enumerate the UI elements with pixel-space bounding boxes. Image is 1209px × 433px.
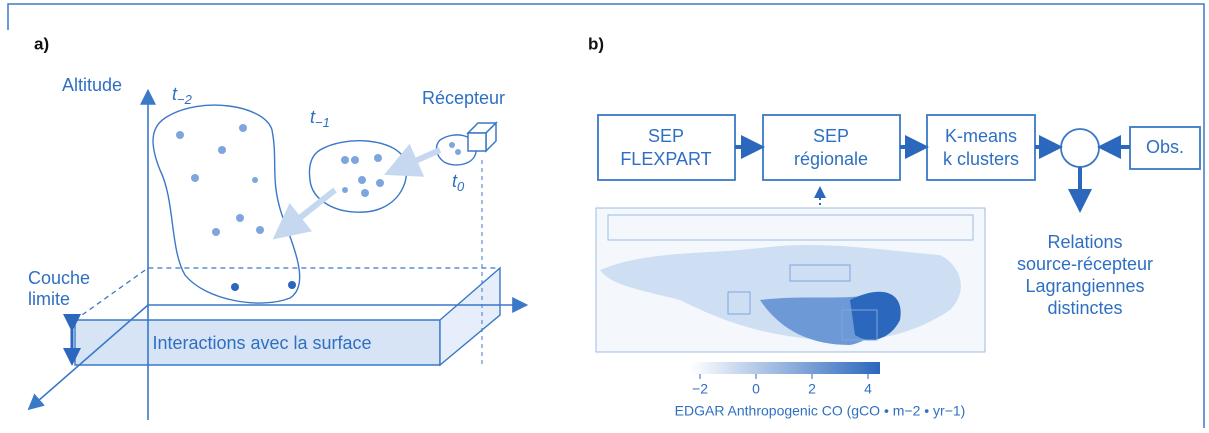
box-text: régionale	[794, 149, 868, 169]
output-text: distinctes	[1047, 298, 1122, 318]
box-text: K-means	[945, 126, 1017, 146]
transport-arrow	[395, 150, 440, 170]
colorbar-tick-label: −2	[692, 381, 708, 397]
box-text: Obs.	[1146, 137, 1184, 157]
particles	[176, 124, 461, 291]
box	[763, 115, 900, 180]
time-label: t0	[452, 171, 465, 195]
box-text: k clusters	[943, 149, 1019, 169]
layer-label: Couche	[28, 268, 90, 288]
colorbar-tick-label: 4	[864, 381, 872, 397]
output-text: source-récepteur	[1017, 254, 1153, 274]
layer-label: limite	[28, 289, 70, 309]
panel-label: b)	[588, 34, 604, 53]
box-text: FLEXPART	[620, 149, 711, 169]
box-text: SEP	[648, 126, 684, 146]
colorbar	[690, 362, 880, 374]
emission-map	[596, 208, 985, 352]
receptor-label: Récepteur	[422, 88, 505, 108]
box	[598, 115, 735, 180]
plume	[153, 105, 300, 303]
panel-label: a)	[34, 34, 49, 53]
box	[927, 115, 1035, 180]
box-text: SEP	[813, 126, 849, 146]
time-label: t−2	[172, 84, 193, 108]
time-label: t−1	[310, 107, 330, 131]
combiner	[1061, 129, 1099, 167]
colorbar-label: EDGAR Anthropogenic CO (gCO • m−2 • yr−1…	[675, 403, 966, 419]
output-text: Lagrangiennes	[1025, 276, 1144, 296]
surface-label: Interactions avec la surface	[152, 333, 371, 353]
receptor-cube	[468, 123, 496, 151]
colorbar-tick-label: 2	[808, 381, 816, 397]
colorbar-tick-label: 0	[752, 381, 760, 397]
figure: a) Altitude Interactions avec la surface…	[0, 0, 1209, 428]
axis-label: Altitude	[62, 75, 122, 95]
transport-arrow	[282, 190, 335, 232]
output-text: Relations	[1047, 232, 1122, 252]
